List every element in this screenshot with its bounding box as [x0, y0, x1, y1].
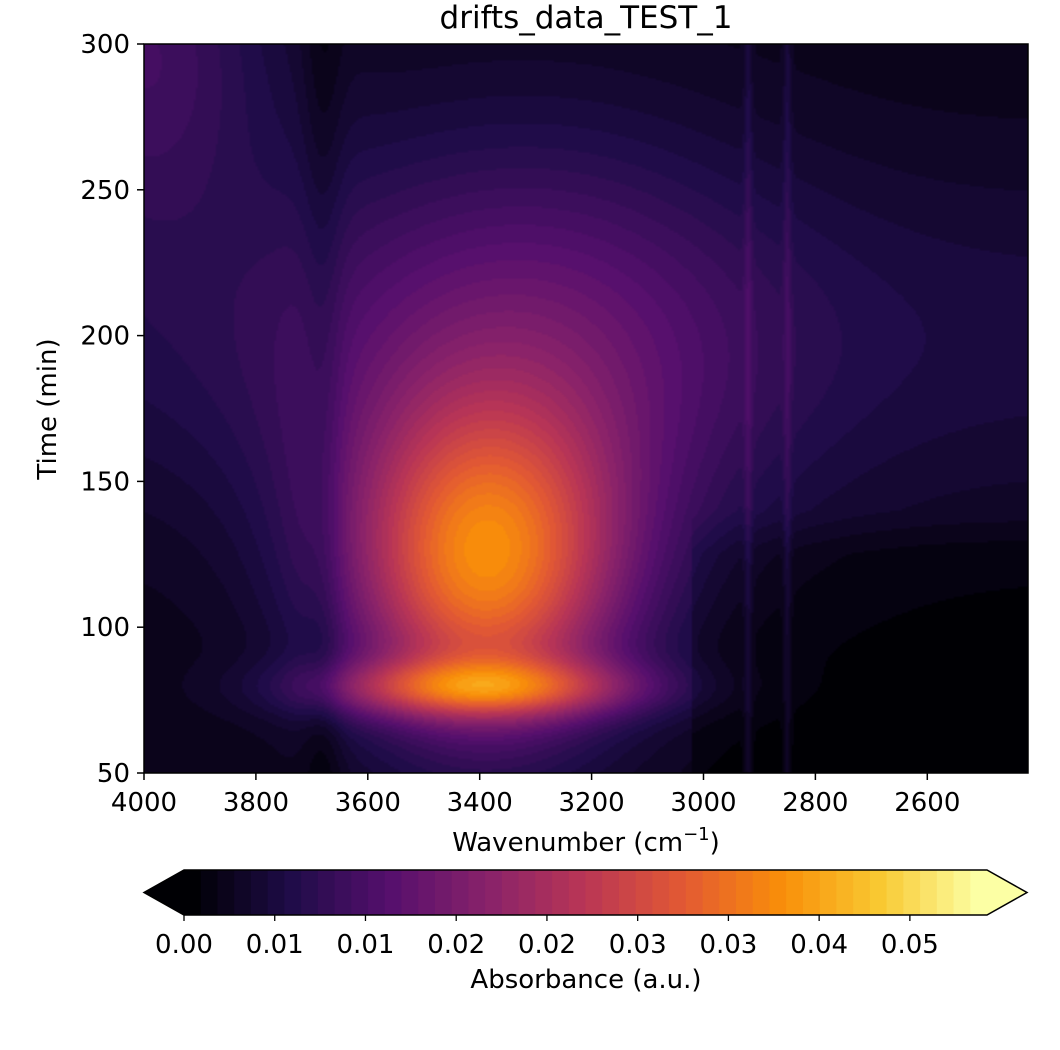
plot-frame — [143, 43, 1029, 774]
colorbar-segment — [903, 870, 921, 915]
y-tick-label: 200 — [80, 322, 130, 352]
plot-area — [143, 43, 1029, 774]
colorbar-segment — [501, 870, 520, 915]
colorbar-extend-low — [144, 870, 184, 915]
colorbar-segment — [970, 870, 988, 915]
x-tick-label: 3000 — [670, 788, 736, 818]
y-tick-label: 300 — [80, 30, 130, 60]
colorbar-segment — [802, 870, 821, 915]
colorbar-segment — [368, 870, 386, 915]
colorbar-segment — [552, 870, 570, 915]
colorbar-segment — [485, 870, 503, 915]
colorbar-segment — [836, 870, 854, 915]
colorbar-extend-high — [987, 870, 1027, 915]
colorbar-segment — [669, 870, 687, 915]
colorbar-segment — [317, 870, 336, 915]
colorbar-segment — [635, 870, 654, 915]
colorbar-segment — [769, 870, 787, 915]
colorbar-tick-label: 0.01 — [337, 930, 395, 960]
x-tick-label: 3400 — [447, 788, 513, 818]
colorbar-segment — [184, 870, 202, 915]
colorbar-segment — [451, 870, 469, 915]
x-axis: 4000 3800 3600 3400 3200 3000 2800 2600 — [111, 773, 960, 818]
colorbar-tick-label: 0.05 — [881, 930, 939, 960]
y-tick-label: 100 — [80, 613, 130, 643]
colorbar-segment — [334, 870, 352, 915]
colorbar-segment — [752, 870, 771, 915]
colorbar-segment — [351, 870, 369, 915]
colorbar-segment — [953, 870, 971, 915]
colorbar-segment — [886, 870, 904, 915]
colorbar-segment — [736, 870, 754, 915]
x-tick-label: 3200 — [559, 788, 625, 818]
colorbar-segment — [267, 870, 285, 915]
colorbar-segment — [200, 870, 219, 915]
chart-title: drifts_data_TEST_1 — [440, 0, 733, 36]
colorbar-segment — [819, 870, 838, 915]
colorbar-segment — [384, 870, 403, 915]
colorbar-segment — [418, 870, 436, 915]
colorbar-segment — [719, 870, 737, 915]
colorbar-segment — [702, 870, 720, 915]
colorbar — [142, 869, 1029, 916]
colorbar-segment — [869, 870, 888, 915]
colorbar-segment — [468, 870, 486, 915]
y-tick-label: 50 — [97, 759, 130, 789]
y-tick-label: 150 — [80, 467, 130, 497]
colorbar-segment — [301, 870, 319, 915]
x-axis-label-close: ) — [710, 828, 720, 858]
x-tick-label: 2600 — [894, 788, 960, 818]
colorbar-tick-label: 0.03 — [699, 930, 757, 960]
colorbar-segment — [853, 870, 871, 915]
colorbar-segment — [284, 870, 302, 915]
colorbar-tick-label: 0.02 — [518, 930, 576, 960]
colorbar-segment — [518, 870, 536, 915]
colorbar-tick-label: 0.03 — [609, 930, 667, 960]
x-axis-label-main: Wavenumber (cm — [452, 828, 683, 858]
colorbar-segment — [786, 870, 804, 915]
colorbar-ticks: 0.00 0.01 0.01 0.02 0.02 0.03 0.03 0.04 0.05 — [155, 915, 939, 960]
colorbar-segment — [602, 870, 620, 915]
colorbar-outline — [142, 869, 1029, 916]
colorbar-segment — [618, 870, 637, 915]
colorbar-segment — [585, 870, 603, 915]
colorbar-segment — [217, 870, 235, 915]
y-axis: 50 100 150 200 250 300 — [80, 30, 144, 789]
colorbar-segment — [920, 870, 938, 915]
colorbar-label: Absorbance (a.u.) — [470, 965, 701, 995]
x-tick-label: 2800 — [782, 788, 848, 818]
x-tick-label: 4000 — [111, 788, 177, 818]
colorbar-segment — [936, 870, 955, 915]
y-axis-label: Time (min) — [33, 338, 63, 480]
x-tick-label: 3800 — [223, 788, 289, 818]
colorbar-tick-label: 0.00 — [155, 930, 213, 960]
colorbar-segment — [234, 870, 252, 915]
x-axis-label: Wavenumber (cm−1) — [452, 824, 720, 858]
colorbar-segment — [652, 870, 670, 915]
colorbar-segment — [401, 870, 419, 915]
colorbar-segment — [685, 870, 704, 915]
colorbar-segment — [434, 870, 453, 915]
colorbar-tick-label: 0.04 — [790, 930, 848, 960]
x-axis-label-superscript: −1 — [683, 824, 710, 845]
x-tick-label: 3600 — [335, 788, 401, 818]
heatmap-image — [144, 44, 1028, 773]
colorbar-segment — [535, 870, 553, 915]
y-tick-label: 250 — [80, 176, 130, 206]
colorbar-tick-label: 0.01 — [246, 930, 304, 960]
colorbar-segment — [568, 870, 587, 915]
colorbar-segment — [250, 870, 269, 915]
colorbar-tick-label: 0.02 — [427, 930, 485, 960]
